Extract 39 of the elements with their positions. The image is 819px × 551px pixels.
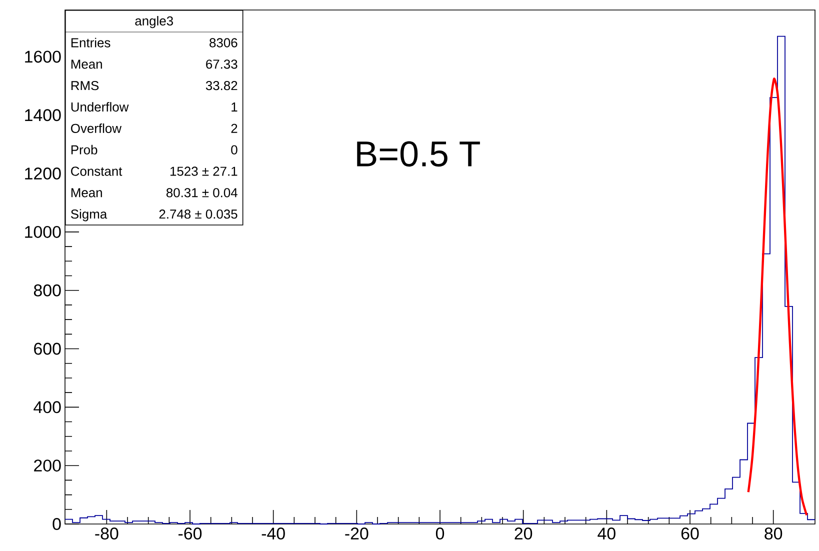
- y-tick-label: 400: [34, 401, 61, 414]
- x-tick-label: -60: [178, 528, 202, 540]
- annotation: 0: [231, 145, 238, 154]
- x-tick-label: 60: [681, 528, 699, 540]
- line-series: [747, 78, 808, 516]
- x-tick-label: 40: [598, 528, 616, 540]
- annotation: Entries: [71, 38, 110, 48]
- y-tick-label: 1600: [25, 50, 61, 63]
- annotation: Underflow: [71, 102, 129, 112]
- x-tick-label: -40: [262, 528, 285, 540]
- y-tick-label: 1400: [25, 109, 61, 122]
- y-tick-label: 1200: [25, 168, 61, 180]
- annotation: 33.82: [206, 80, 238, 90]
- annotation: 1523 ± 27.1: [170, 166, 238, 176]
- x-tick-label: -20: [345, 528, 368, 540]
- y-tick-label: 800: [34, 284, 61, 296]
- annotation: Constant: [71, 166, 122, 176]
- y-tick-label: 200: [34, 460, 61, 472]
- annotation: 2: [231, 124, 238, 133]
- y-tick-label: 1000: [25, 226, 61, 238]
- y-tick-label: 0: [52, 518, 61, 530]
- x-tick-label: -80: [95, 528, 118, 540]
- annotation: RMS: [71, 80, 99, 90]
- annotation: 1: [232, 102, 238, 112]
- annotation: Prob: [71, 144, 98, 154]
- annotation: Overflow: [71, 123, 122, 134]
- annotation: Mean: [71, 188, 102, 198]
- annotation: 2.748 ± 0.035: [159, 210, 238, 219]
- annotation: B=0.5 T: [357, 141, 480, 167]
- x-tick-label: 0: [436, 528, 444, 540]
- annotation: 80.31 ± 0.04: [166, 188, 238, 198]
- y-tick-label: 600: [34, 342, 61, 355]
- x-tick-label: 20: [514, 528, 532, 540]
- x-tick-label: 80: [764, 528, 782, 540]
- annotation: Mean: [71, 60, 102, 69]
- annotation: 8306: [210, 38, 238, 48]
- annotation: Sigma: [70, 209, 108, 222]
- chart-title: angle3: [135, 16, 173, 28]
- annotation: 67.33: [206, 60, 238, 69]
